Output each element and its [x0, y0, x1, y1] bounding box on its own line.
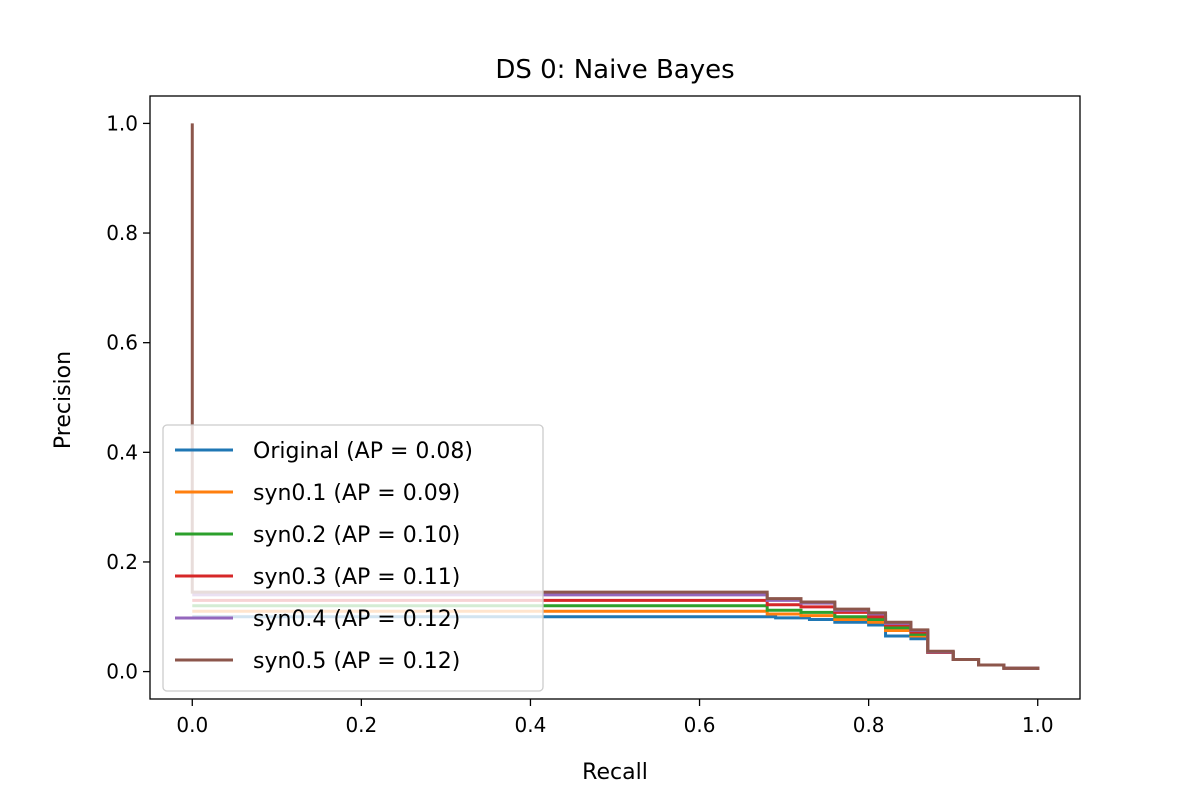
series-layer — [190, 123, 1040, 670]
legend: Original (AP = 0.08) syn0.1 (AP = 0.09) sy… — [162, 424, 544, 692]
legend-entry: syn0.1 (AP = 0.09) — [253, 481, 460, 506]
legend-entry: syn0.2 (AP = 0.10) — [253, 523, 460, 548]
x-axis-label: Recall — [582, 760, 648, 785]
x-tick-label: 0.4 — [515, 713, 547, 737]
x-axis: 0.0 0.2 0.4 0.6 0.8 1.0 — [176, 699, 1054, 737]
legend-entry: syn0.3 (AP = 0.11) — [253, 565, 460, 590]
y-tick-label: 0.4 — [106, 440, 138, 464]
x-tick-label: 0.0 — [176, 713, 208, 737]
y-axis-label: Precision — [51, 351, 76, 449]
x-tick-label: 0.8 — [853, 713, 885, 737]
series-line-5 — [190, 123, 1040, 670]
chart-title: DS 0: Naive Bayes — [495, 55, 734, 85]
y-tick-label: 0.8 — [106, 221, 138, 245]
legend-entry: syn0.4 (AP = 0.12) — [253, 607, 460, 632]
x-tick-label: 0.2 — [345, 713, 377, 737]
legend-entry: syn0.5 (AP = 0.12) — [253, 649, 460, 674]
legend-box — [162, 424, 544, 692]
plot-frame — [149, 95, 1081, 700]
y-tick-label: 0.2 — [106, 550, 138, 574]
y-tick-label: 1.0 — [106, 111, 138, 135]
y-axis: 0.0 0.2 0.4 0.6 0.8 1.0 — [106, 111, 150, 684]
x-tick-label: 1.0 — [1022, 713, 1054, 737]
y-tick-label: 0.6 — [106, 331, 138, 355]
x-tick-label: 0.6 — [684, 713, 716, 737]
legend-entry: Original (AP = 0.08) — [253, 439, 473, 464]
y-tick-label: 0.0 — [106, 660, 138, 684]
